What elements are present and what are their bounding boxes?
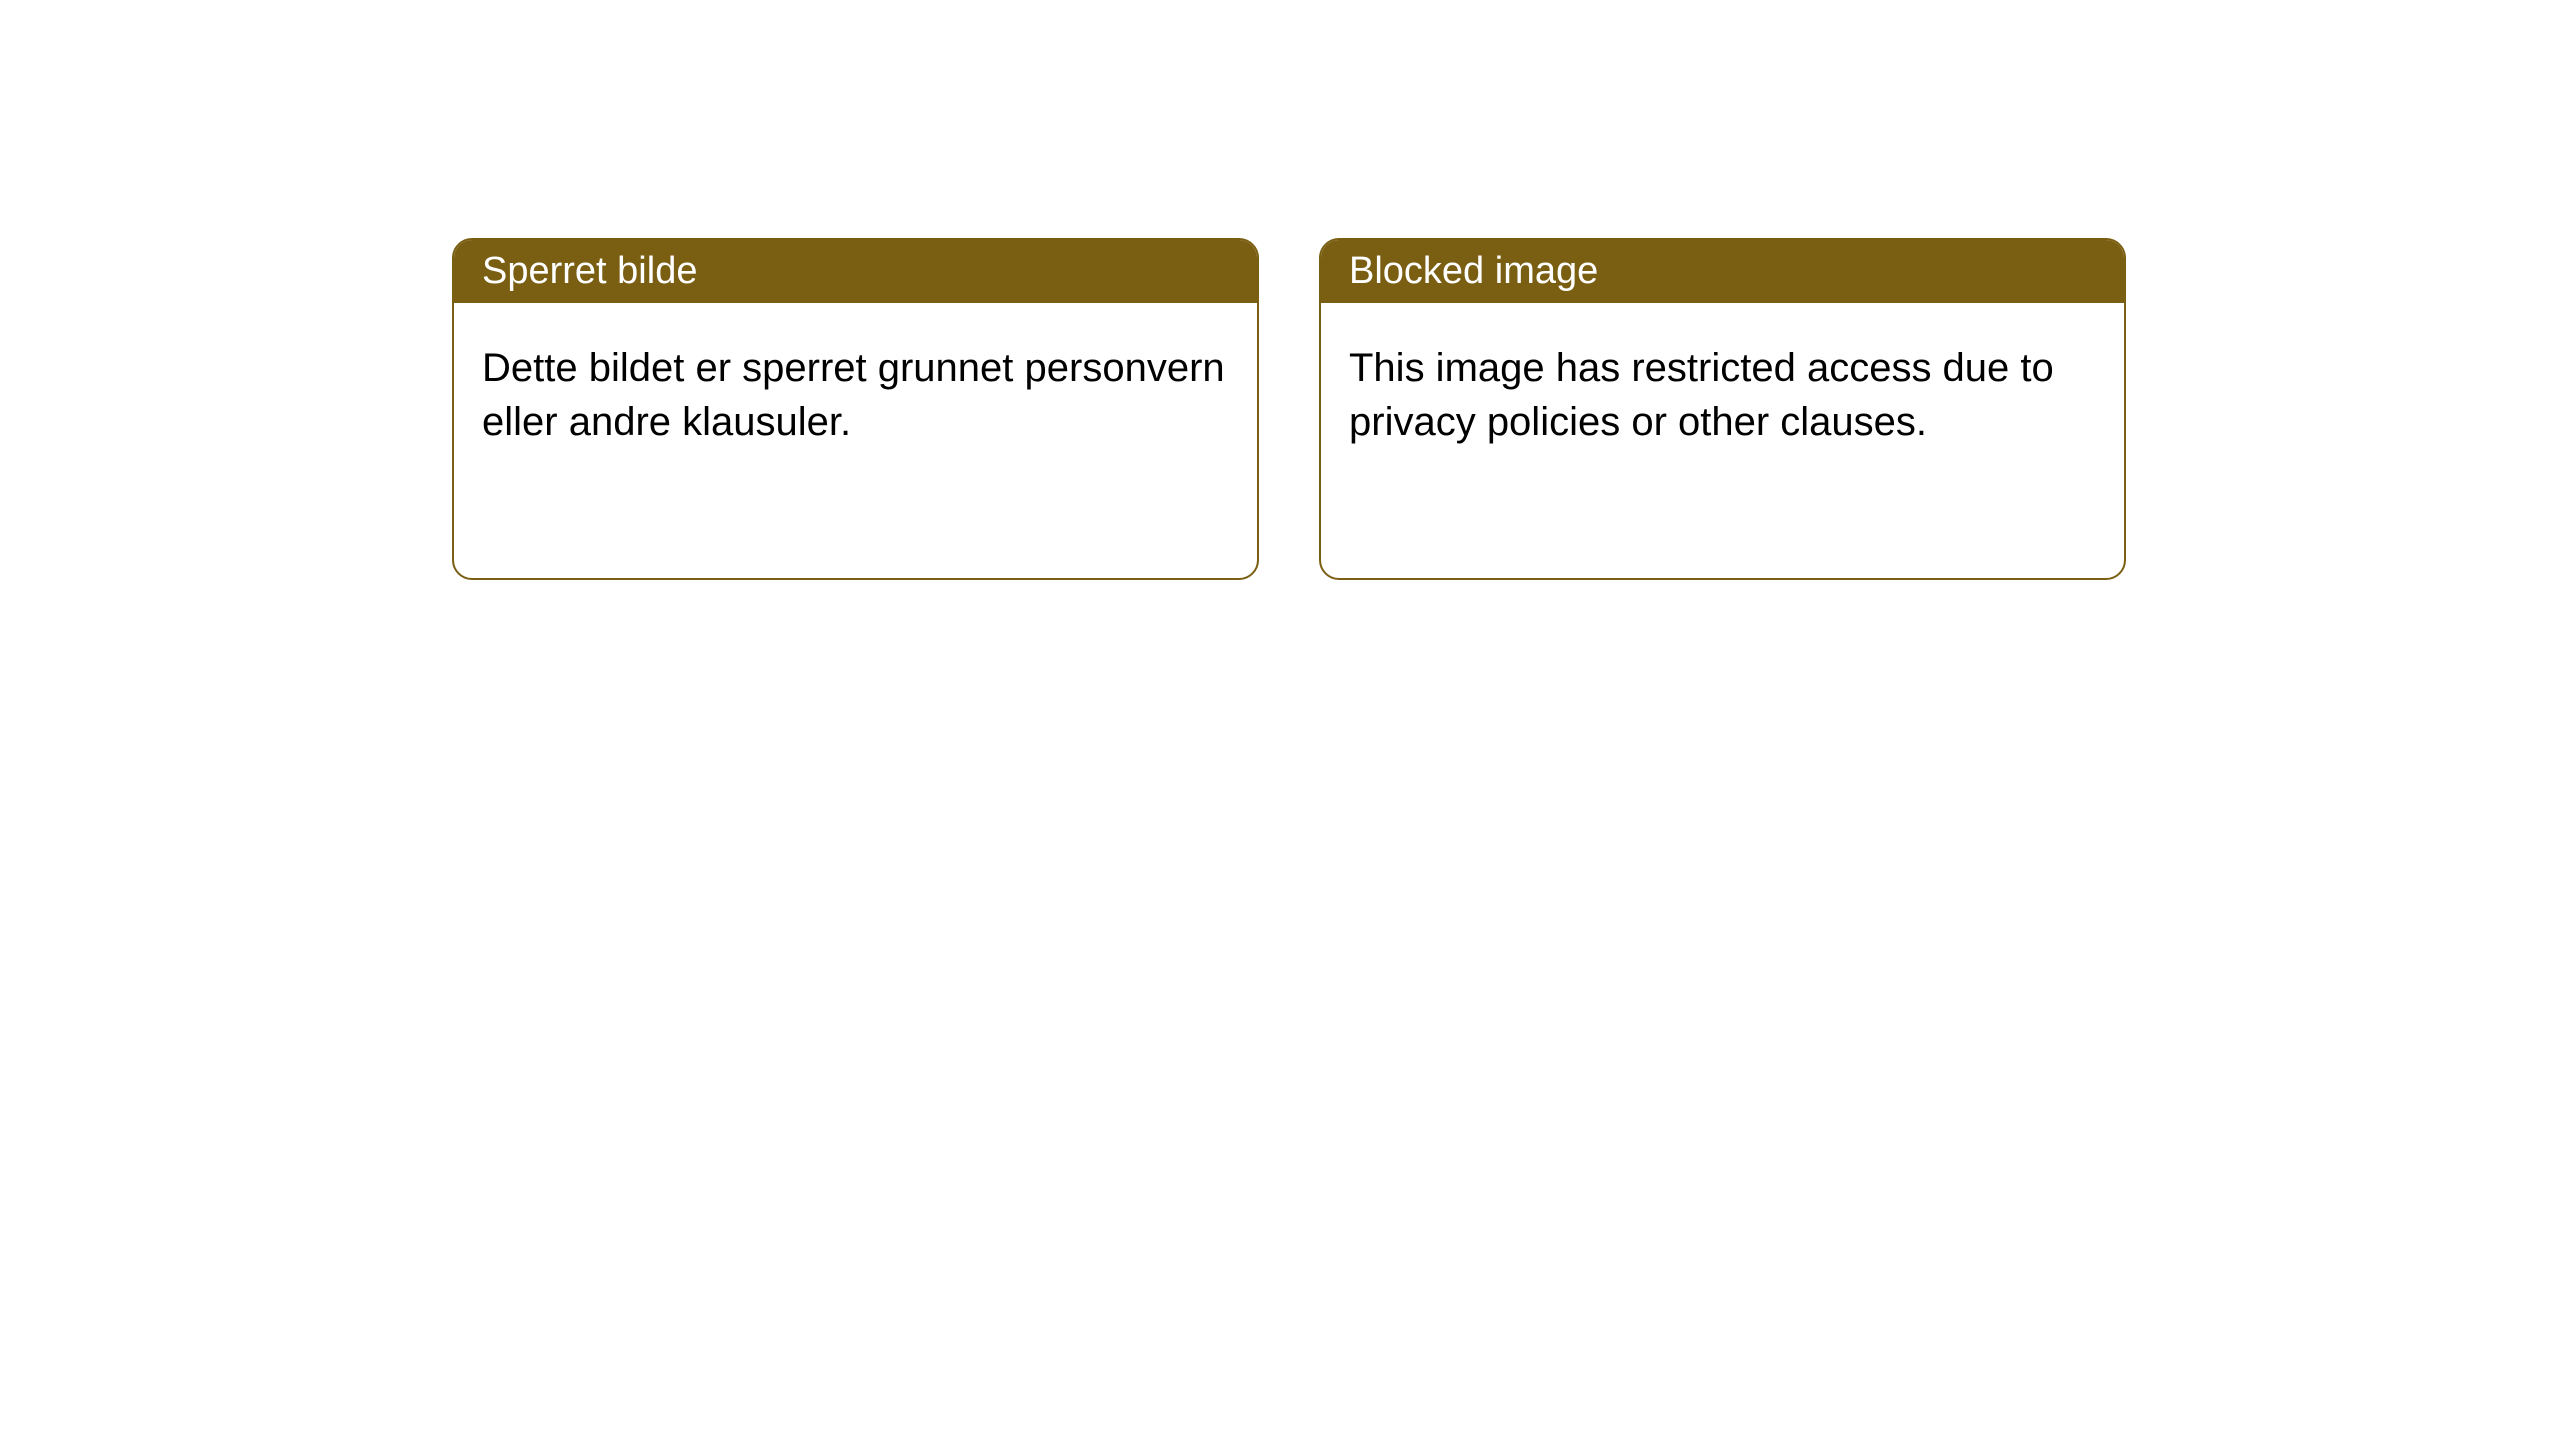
- notice-header-norwegian: Sperret bilde: [454, 240, 1257, 303]
- notice-card-norwegian: Sperret bilde Dette bildet er sperret gr…: [452, 238, 1259, 580]
- notice-header-english: Blocked image: [1321, 240, 2124, 303]
- notice-title-norwegian: Sperret bilde: [482, 250, 697, 292]
- notice-text-norwegian: Dette bildet er sperret grunnet personve…: [482, 346, 1225, 444]
- notice-card-english: Blocked image This image has restricted …: [1319, 238, 2126, 580]
- notice-body-norwegian: Dette bildet er sperret grunnet personve…: [454, 303, 1257, 578]
- notice-title-english: Blocked image: [1349, 250, 1598, 292]
- blocked-image-notices: Sperret bilde Dette bildet er sperret gr…: [452, 238, 2126, 580]
- notice-text-english: This image has restricted access due to …: [1349, 346, 2054, 444]
- notice-body-english: This image has restricted access due to …: [1321, 303, 2124, 578]
